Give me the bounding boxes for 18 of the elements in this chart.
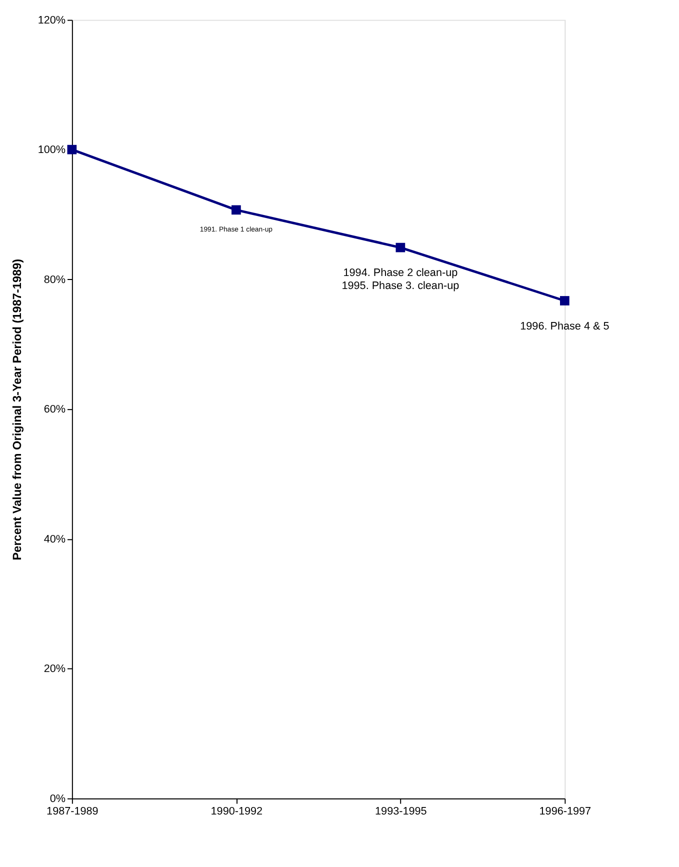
x-tick-label: 1996-1997 [539,806,592,818]
point [67,144,77,154]
y-tick-label: 20% [44,663,66,676]
point [396,242,406,252]
point [560,296,570,306]
y-tick-label: 120% [38,14,66,26]
x-tick-label: 1993-1995 [375,806,427,818]
x-tick-label: 1987-1989 [46,806,98,818]
point [232,205,241,215]
y-tick-label: 100% [38,144,66,156]
y-tick-label: 0% [50,792,66,805]
y-tick-label: 40% [44,533,66,546]
annotation: 1994. Phase 2 clean-up 1995. Phase 3. clean-up [342,267,460,292]
y-tick-label: 60% [44,404,66,416]
y-axis-title: Percent Value from Original 3-Year Period (1987-1989) [10,258,24,560]
x-tick-label: 1990-1992 [210,806,263,818]
annotation: 1996. Phase 4 & 5 [520,320,610,332]
y-tick-label: 80% [44,274,66,286]
